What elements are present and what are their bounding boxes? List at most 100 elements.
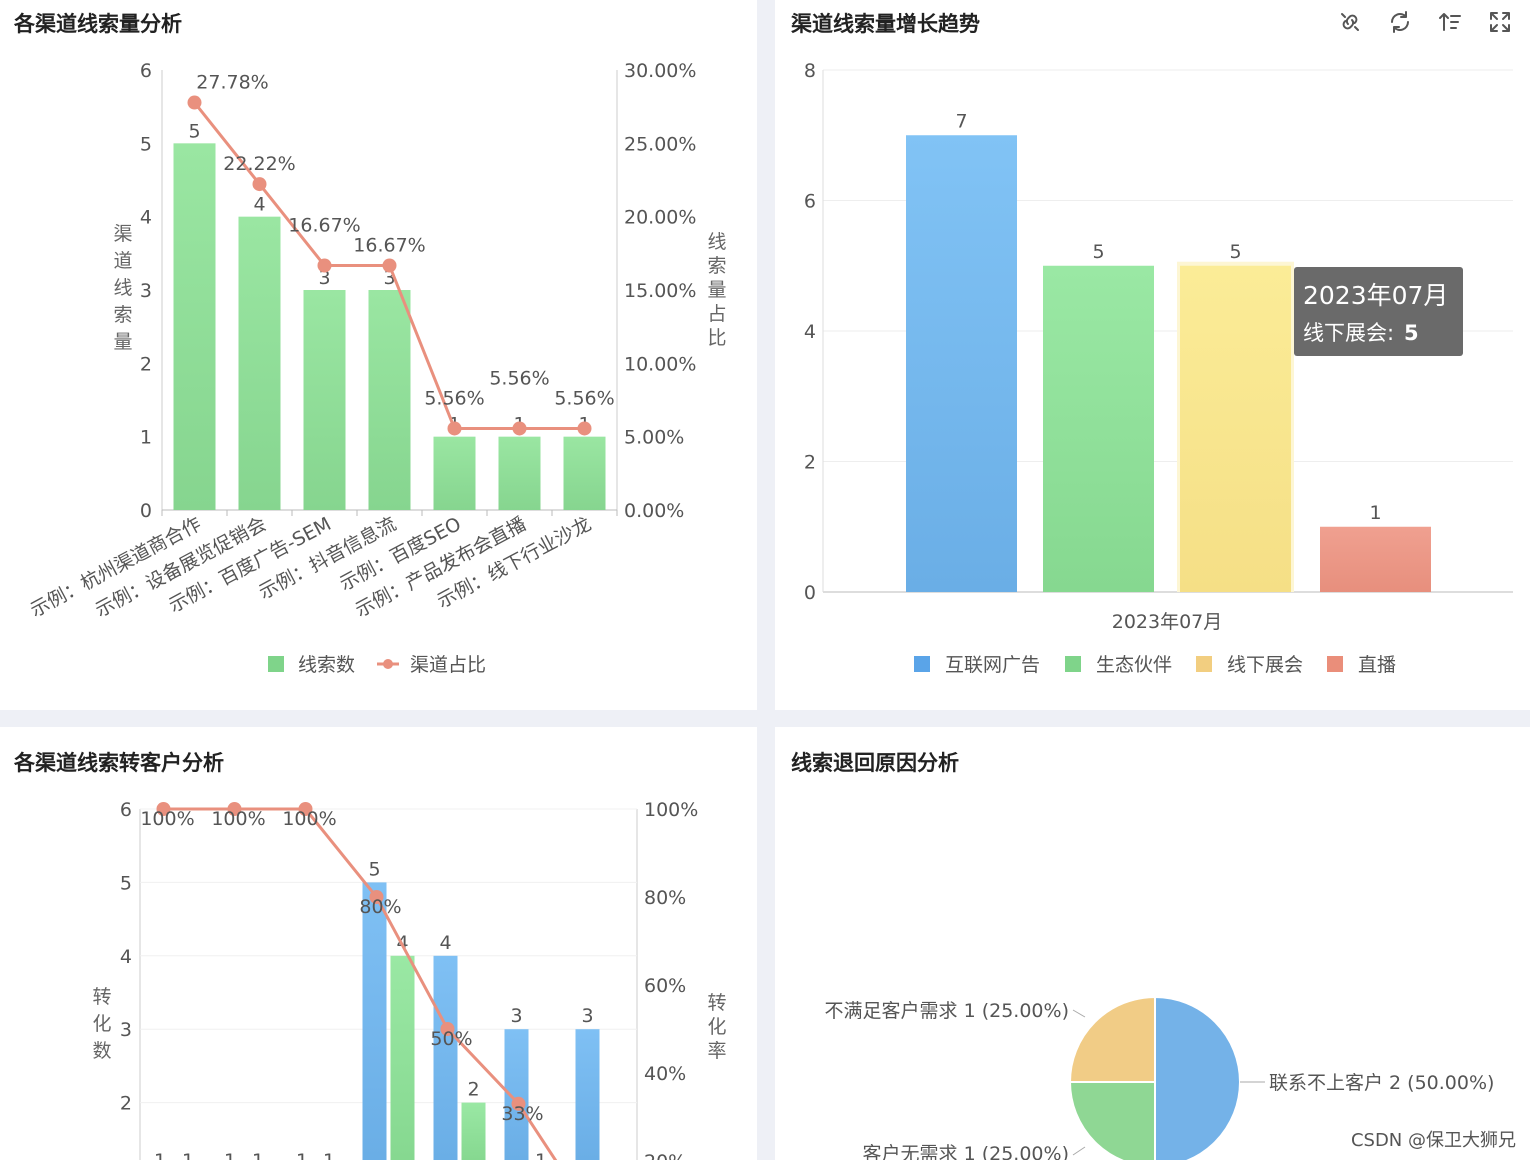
bar-leads bbox=[498, 436, 541, 510]
bar-value-label: 7 bbox=[955, 110, 967, 132]
y-axis-title-char: 数 bbox=[92, 1040, 111, 1062]
legend-swatch bbox=[1196, 656, 1212, 672]
legend-label: 线下展会 bbox=[1227, 654, 1303, 676]
rate-point bbox=[440, 1022, 455, 1036]
ratio-point bbox=[317, 258, 332, 273]
y-tick-label: 8 bbox=[804, 60, 816, 82]
bar-leads bbox=[368, 290, 411, 510]
y-tick-label: 3 bbox=[120, 1019, 132, 1041]
pie-slice bbox=[1068, 995, 1156, 1083]
bar-blue bbox=[362, 882, 387, 1160]
y-tick-label: 1 bbox=[140, 427, 152, 449]
pie-slice bbox=[1154, 995, 1241, 1160]
bar-value-label: 3 bbox=[510, 1005, 522, 1027]
bar-value-label: 1 bbox=[323, 1150, 335, 1160]
panel-title: 各渠道线索转客户分析 bbox=[14, 751, 224, 775]
bar-value-label: 3 bbox=[318, 267, 330, 289]
y-tick-label: 4 bbox=[804, 321, 816, 343]
y2-tick-label: 20% bbox=[644, 1151, 686, 1160]
y-axis-title-char: 化 bbox=[92, 1013, 111, 1035]
rate-point bbox=[227, 802, 242, 816]
leader-line bbox=[1072, 1146, 1086, 1156]
y-tick-label: 6 bbox=[120, 799, 132, 821]
tooltip-box bbox=[1294, 267, 1463, 356]
y2-tick-label: 15.00% bbox=[624, 280, 696, 302]
ratio-point bbox=[577, 421, 592, 436]
ratio-point bbox=[187, 95, 202, 110]
ratio-point bbox=[382, 258, 397, 273]
bar-leads bbox=[303, 290, 346, 510]
ratio-point bbox=[252, 177, 267, 192]
legend-swatch bbox=[1327, 656, 1343, 672]
y2-tick-label: 25.00% bbox=[624, 133, 696, 155]
bar-green bbox=[461, 1102, 486, 1160]
y-tick-label: 2 bbox=[804, 452, 816, 474]
pie-slice bbox=[1068, 1081, 1156, 1160]
bar-直播 bbox=[1320, 526, 1431, 592]
y2-tick-label: 40% bbox=[644, 1063, 686, 1085]
ratio-label: 5.56% bbox=[554, 387, 614, 409]
y2-tick-label: 60% bbox=[644, 975, 686, 997]
y2-tick-label: 5.00% bbox=[624, 427, 684, 449]
panel-title: 各渠道线索量分析 bbox=[14, 12, 182, 36]
y2-axis-title-char: 索 bbox=[707, 255, 726, 277]
bar-value-label: 4 bbox=[439, 932, 451, 954]
y-tick-label: 3 bbox=[140, 280, 152, 302]
category-label: 2023年07月 bbox=[1112, 611, 1223, 633]
bar-value-label: 1 bbox=[535, 1150, 547, 1160]
rate-point bbox=[298, 802, 313, 816]
ratio-label: 22.22% bbox=[223, 153, 295, 175]
channel-leads-chart: 0 1 2 3 4 5 6 0.00% 5.00% 10.00% 15.00% 20.00% 25.00… bbox=[27, 60, 727, 676]
channel-leads-panel: 各渠道线索量分析 0 1 2 3 4 5 6 0.00% 5.00% 10.00% 15.00% 20… bbox=[0, 0, 757, 710]
sort-icon[interactable] bbox=[1434, 8, 1466, 36]
y-tick-label: 0 bbox=[140, 500, 152, 522]
y2-tick-label: 80% bbox=[644, 887, 686, 909]
y2-axis-title-char: 线 bbox=[707, 231, 726, 253]
y2-axis-title-char: 率 bbox=[707, 1040, 726, 1062]
bar-green bbox=[390, 955, 415, 1160]
pie-label: 客户无需求 1 (25.00%) bbox=[863, 1143, 1069, 1160]
bar-blue bbox=[433, 955, 458, 1160]
y2-axis-title-char: 比 bbox=[707, 327, 726, 349]
panel-title: 渠道线索量增长趋势 bbox=[791, 12, 980, 36]
pie-label: 联系不上客户 2 (50.00%) bbox=[1269, 1072, 1494, 1094]
rate-label: 33% bbox=[501, 1103, 543, 1125]
bar-生态伙伴 bbox=[1043, 265, 1154, 592]
conversion-chart: 65432100%80%60%40%20%转化数转化率5433421111111… bbox=[92, 799, 727, 1160]
rate-label: 100% bbox=[282, 808, 336, 830]
conversion-panel: 各渠道线索转客户分析 6 5 4 3 2 100% 80% 60% 40% 20% 转化数 转化率 5 4… bbox=[0, 727, 757, 1160]
ratio-label: 16.67% bbox=[288, 215, 360, 237]
y2-axis-title-char: 化 bbox=[707, 1016, 726, 1038]
bar-value-label: 1 bbox=[224, 1150, 236, 1160]
y-tick-label: 2 bbox=[120, 1093, 132, 1115]
y-tick-label: 5 bbox=[120, 872, 132, 894]
y2-axis-title-char: 转 bbox=[707, 992, 726, 1014]
y2-axis-title-char: 量 bbox=[707, 279, 726, 301]
y-tick-label: 5 bbox=[140, 133, 152, 155]
bar-value-label: 5 bbox=[368, 858, 380, 880]
watermark: CSDN @保卫大狮兄 bbox=[1350, 1130, 1516, 1151]
y2-axis-title-char: 占 bbox=[707, 303, 726, 325]
y2-tick-label: 10.00% bbox=[624, 353, 696, 375]
legend-swatch bbox=[1065, 656, 1081, 672]
legend-label: 渠道占比 bbox=[410, 654, 486, 676]
leads-trend-panel: 渠道线索量增长趋势 0 2 4 6 8 7 5 5 1 2023年07月 互联网广告 生态伙伴 线下展会… bbox=[775, 0, 1530, 710]
unlink-icon[interactable] bbox=[1334, 8, 1366, 36]
y-tick-label: 4 bbox=[120, 946, 132, 968]
y2-tick-label: 20.00% bbox=[624, 207, 696, 229]
fullscreen-icon[interactable] bbox=[1484, 8, 1516, 36]
rate-point bbox=[369, 890, 384, 904]
refresh-icon[interactable] bbox=[1384, 8, 1416, 36]
bar-互联网广告 bbox=[906, 135, 1017, 592]
return-reason-panel: 线索退回原因分析 联系不上客户 2 (50.00%) 客户无需求 1 (25.00… bbox=[775, 727, 1530, 1160]
pie-label: 不满足客户需求 1 (25.00%) bbox=[825, 1000, 1069, 1022]
legend-swatch bbox=[914, 656, 930, 672]
rate-label: 80% bbox=[359, 896, 401, 918]
y-tick-label: 0 bbox=[804, 582, 816, 604]
bar-value-label: 1 bbox=[296, 1150, 308, 1160]
return-reason-pie: 联系不上客户 2 (50.00%) 客户无需求 1 (25.00%) 不满足客户需求… bbox=[825, 995, 1494, 1160]
ratio-label: 27.78% bbox=[196, 72, 268, 94]
ratio-label: 16.67% bbox=[353, 235, 425, 257]
bar-value-label: 5 bbox=[1092, 241, 1104, 263]
bar-leads bbox=[563, 436, 606, 510]
